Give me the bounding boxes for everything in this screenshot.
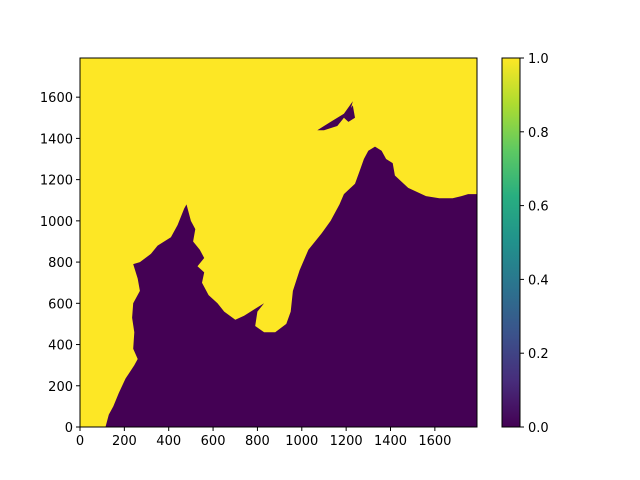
colorbar-tick-label: 0.8 [528,126,549,141]
island-1 [343,105,355,122]
colorbar-tick-label: 0.0 [528,421,549,436]
colorbar-ticks: 0.0 0.2 0.4 0.6 0.8 1.0 [520,52,549,436]
y-tick-label: 400 [48,339,73,354]
y-axis: 0 200 400 600 800 1000 1200 1400 1600 [40,91,80,436]
x-tick-label: 0 [76,434,84,449]
colorbar-tick-label: 0.6 [528,200,549,215]
y-tick-label: 200 [48,380,73,395]
x-tick-label: 800 [245,434,270,449]
heatmap-area [80,58,477,427]
y-tick-label: 800 [48,256,73,271]
x-tick-label: 600 [201,434,226,449]
x-tick-label: 1000 [285,434,318,449]
colorbar-tick-label: 0.2 [528,347,549,362]
colorbar-tick-label: 1.0 [528,52,549,67]
island-layer [317,101,355,131]
y-tick-label: 1000 [40,215,73,230]
x-tick-label: 1600 [418,434,451,449]
y-tick-label: 1600 [40,91,73,106]
x-tick-label: 400 [156,434,181,449]
x-tick-label: 1400 [374,434,407,449]
y-tick-label: 600 [48,297,73,312]
plot-frame [79,57,478,428]
colorbar-tick-label: 0.4 [528,273,549,288]
x-axis: 0 200 400 600 800 1000 1200 1400 1600 [76,427,451,449]
y-tick-label: 1200 [40,174,73,189]
colorbar-gradient [501,57,521,428]
colorbar: 0.0 0.2 0.4 0.6 0.8 1.0 [501,52,549,436]
y-tick-label: 0 [65,421,73,436]
x-tick-label: 1200 [330,434,363,449]
island-0 [317,101,353,131]
x-tick-label: 200 [112,434,137,449]
y-tick-label: 1400 [40,132,73,147]
mask-low-region [105,146,477,427]
